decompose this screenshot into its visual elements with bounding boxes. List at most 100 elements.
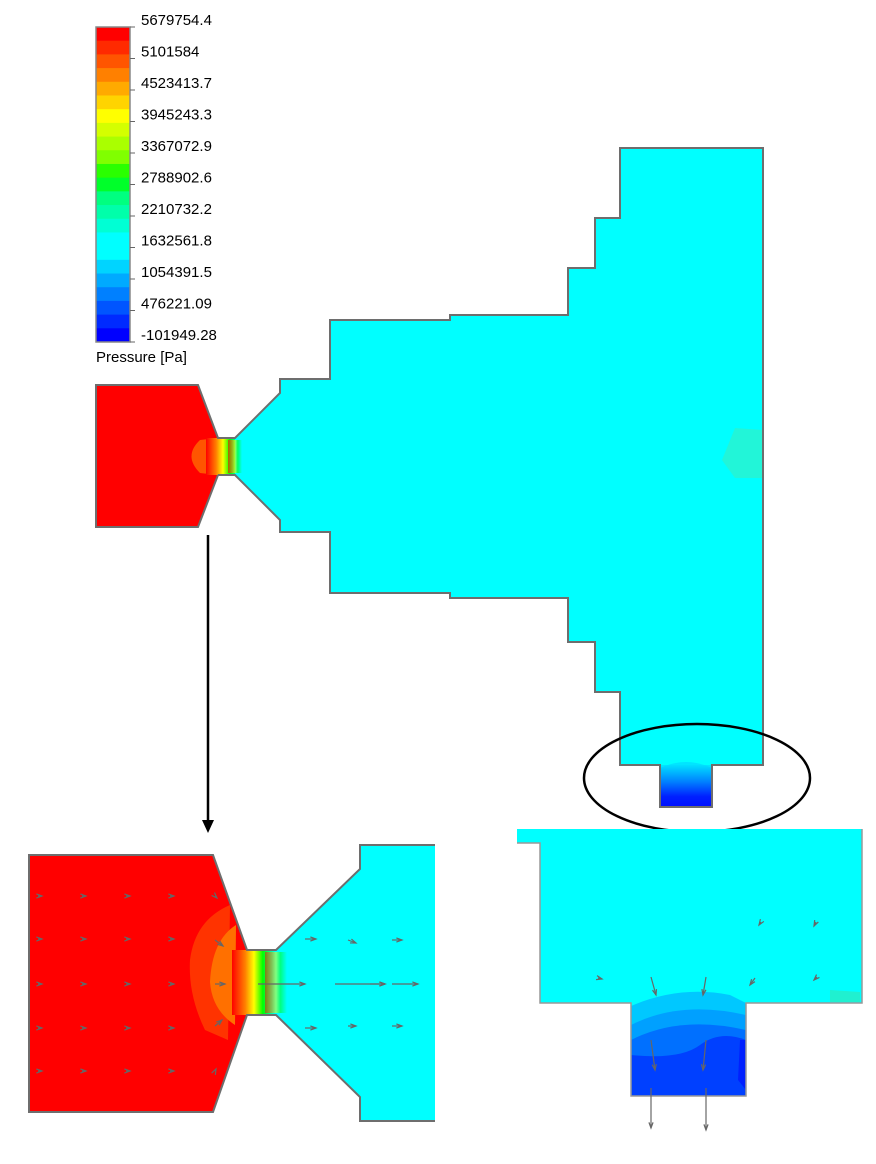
legend-tick-label: 1054391.5 xyxy=(141,264,212,281)
velocity-vector xyxy=(702,976,707,996)
legend-swatch xyxy=(96,150,130,165)
vector-head-icon xyxy=(211,892,219,900)
color-legend: 5679754.4 5101584 4523413.7 3945243.3 336707… xyxy=(95,12,217,366)
vector-head-icon xyxy=(80,981,88,987)
vector-head-icon xyxy=(700,1064,707,1072)
legend-color-bar xyxy=(96,27,130,343)
contour-band xyxy=(830,990,860,1002)
legend-swatch xyxy=(96,163,130,179)
legend-tick-label: 2788902.6 xyxy=(141,170,212,187)
vector-head-icon xyxy=(216,1018,224,1026)
detail-inlet-chamber xyxy=(29,855,247,1112)
vector-head-icon xyxy=(412,981,420,987)
detail-outlet-chamber xyxy=(517,829,862,1096)
vector-head-icon xyxy=(396,1023,404,1029)
velocity-vector xyxy=(702,1039,707,1071)
vector-head-icon xyxy=(379,981,387,987)
vector-head-icon xyxy=(396,937,404,943)
velocity-vectors xyxy=(595,919,820,1132)
legend-tick-label: 5679754.4 xyxy=(141,12,212,29)
legend-swatch xyxy=(96,40,130,55)
vector-head-icon xyxy=(299,981,307,987)
legend-swatch xyxy=(96,259,130,275)
vector-head-icon xyxy=(168,1025,176,1031)
domain-wall xyxy=(95,147,764,808)
contour-band xyxy=(631,1036,746,1096)
zoom-arrow-left xyxy=(202,535,214,833)
legend-swatch xyxy=(96,314,130,329)
legend-swatch xyxy=(96,109,130,124)
legend-tick-label: 476221.09 xyxy=(141,296,212,313)
vector-head-icon xyxy=(124,936,132,942)
detail-wall xyxy=(28,844,435,1122)
vector-head-icon xyxy=(36,936,44,942)
contour-band xyxy=(738,1040,746,1090)
vector-head-icon xyxy=(168,1068,176,1074)
legend-tick-label: 1632561.8 xyxy=(141,233,212,250)
vector-head-icon xyxy=(813,919,819,928)
main-domain xyxy=(95,147,764,808)
vector-head-icon xyxy=(36,981,44,987)
detail-wall xyxy=(517,829,863,1097)
vector-head-icon xyxy=(80,893,88,899)
vector-head-icon xyxy=(219,981,227,987)
throat-mix xyxy=(228,440,242,473)
vector-head-icon xyxy=(703,1124,709,1132)
vector-head-icon xyxy=(80,1068,88,1074)
vector-head-icon xyxy=(168,936,176,942)
velocity-vectors xyxy=(36,892,420,1076)
vector-head-icon xyxy=(124,1068,132,1074)
velocity-vector xyxy=(650,976,657,996)
legend-swatch xyxy=(96,177,130,192)
legend-swatch xyxy=(96,68,130,83)
detail-diverging-section xyxy=(276,845,435,1121)
legend-swatch xyxy=(96,218,130,233)
vector-head-icon xyxy=(168,981,176,987)
contour-band xyxy=(210,925,236,1025)
throat-mix xyxy=(265,952,287,1013)
contour-band xyxy=(722,428,763,478)
legend-swatch xyxy=(96,122,130,138)
vector-head-icon xyxy=(124,1025,132,1031)
legend-swatch xyxy=(96,136,130,151)
legend-swatch xyxy=(96,287,130,302)
vector-head-icon xyxy=(652,988,658,997)
legend-swatch xyxy=(96,246,130,261)
vector-head-icon xyxy=(124,981,132,987)
arrow-head-icon xyxy=(202,820,214,833)
legend-swatch xyxy=(96,273,130,288)
inlet-chamber xyxy=(96,385,218,527)
legend-tick-label: -101949.28 xyxy=(141,327,217,344)
vector-head-icon xyxy=(36,893,44,899)
vector-head-icon xyxy=(217,940,225,948)
vector-head-icon xyxy=(701,988,707,997)
vector-head-icon xyxy=(812,974,820,982)
legend-swatch xyxy=(96,205,130,220)
legend-swatch xyxy=(96,328,130,343)
vector-head-icon xyxy=(748,979,756,987)
outlet-pipe xyxy=(660,765,712,807)
legend-title: Pressure [Pa] xyxy=(96,349,187,366)
legend-swatch xyxy=(96,54,130,69)
vector-head-icon xyxy=(349,938,358,944)
legend-tick-label: 5101584 xyxy=(141,44,199,61)
velocity-vector xyxy=(650,1039,656,1071)
vector-head-icon xyxy=(595,975,604,981)
vector-head-icon xyxy=(648,1122,654,1130)
vector-head-icon xyxy=(36,1068,44,1074)
vector-head-icon xyxy=(651,1064,657,1072)
vector-head-icon xyxy=(36,1025,44,1031)
legend-tick-label: 2210732.2 xyxy=(141,201,212,218)
legend-tick-label: 3945243.3 xyxy=(141,107,212,124)
legend-swatch xyxy=(96,300,130,316)
legend-swatch xyxy=(96,95,130,110)
vector-head-icon xyxy=(80,936,88,942)
legend-swatch xyxy=(96,81,130,96)
detail-outlet xyxy=(517,829,863,1132)
vector-head-icon xyxy=(758,919,765,927)
legend-tick-label: 4523413.7 xyxy=(141,75,212,92)
vector-head-icon xyxy=(211,1067,217,1076)
vector-head-icon xyxy=(168,893,176,899)
legend-tick-label: 3367072.9 xyxy=(141,138,212,155)
